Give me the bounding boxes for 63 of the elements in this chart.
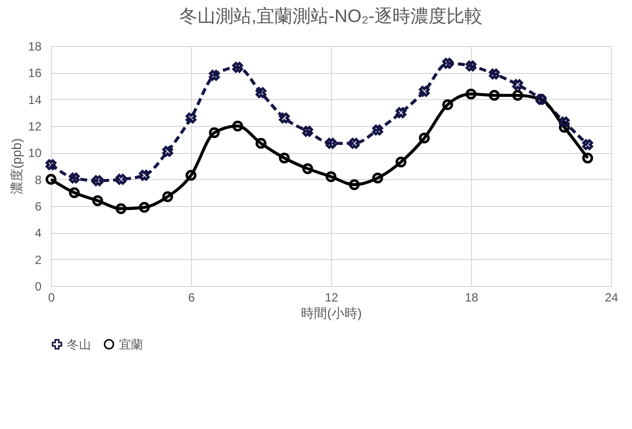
point bbox=[558, 116, 570, 128]
point bbox=[232, 62, 244, 73]
point bbox=[46, 159, 56, 170]
point bbox=[208, 127, 220, 138]
point bbox=[278, 152, 290, 164]
y-tick-label: 12 bbox=[28, 120, 42, 134]
point bbox=[302, 163, 314, 174]
x-tick-label: 24 bbox=[604, 290, 618, 304]
point bbox=[138, 170, 150, 181]
point bbox=[372, 124, 384, 136]
point bbox=[442, 58, 454, 69]
x-tick-label: 12 bbox=[324, 290, 338, 304]
y-tick-label: 16 bbox=[28, 66, 42, 80]
chart-title: 冬山測站,宜蘭測站-NO₂-逐時濃度比較 bbox=[180, 6, 482, 26]
point bbox=[442, 99, 454, 110]
point bbox=[418, 132, 430, 144]
legend-label: 宜蘭 bbox=[119, 337, 143, 352]
point bbox=[326, 138, 336, 149]
y-tick-label: 0 bbox=[34, 280, 42, 294]
point bbox=[208, 70, 220, 81]
x-tick-label: 18 bbox=[464, 290, 478, 304]
legend-label: 冬山 bbox=[67, 337, 91, 352]
point bbox=[348, 138, 360, 149]
point bbox=[488, 90, 500, 101]
y-tick-label: 10 bbox=[28, 146, 42, 160]
point bbox=[582, 139, 594, 150]
point bbox=[512, 79, 524, 90]
point bbox=[68, 187, 80, 198]
point bbox=[116, 174, 126, 185]
y-tick-label: 2 bbox=[34, 252, 42, 267]
y-tick-label: 6 bbox=[34, 200, 42, 214]
point bbox=[162, 146, 174, 157]
point bbox=[512, 90, 524, 101]
point bbox=[396, 156, 406, 168]
y-tick-label: 4 bbox=[34, 226, 42, 240]
point bbox=[92, 195, 104, 206]
point bbox=[488, 68, 500, 80]
y-tick-label: 18 bbox=[28, 40, 42, 54]
y-axis-title: 濃度(ppb) bbox=[9, 138, 24, 195]
point bbox=[466, 88, 476, 100]
point bbox=[396, 107, 406, 118]
point bbox=[116, 203, 126, 214]
point bbox=[138, 202, 150, 213]
y-tick-label: 14 bbox=[28, 92, 42, 107]
point bbox=[256, 138, 266, 149]
x-tick-label: 6 bbox=[188, 290, 196, 304]
point bbox=[278, 112, 290, 124]
point bbox=[372, 172, 384, 184]
x-tick-label: 0 bbox=[48, 290, 56, 304]
point bbox=[186, 170, 196, 181]
point bbox=[256, 87, 266, 98]
point bbox=[186, 112, 196, 124]
point bbox=[466, 60, 476, 72]
point bbox=[162, 191, 174, 202]
point bbox=[418, 86, 430, 97]
x-axis-title: 時間(小時) bbox=[301, 306, 362, 320]
point bbox=[302, 126, 314, 137]
point bbox=[232, 120, 244, 132]
point bbox=[92, 175, 104, 186]
point bbox=[326, 171, 336, 182]
point bbox=[348, 179, 360, 190]
y-tick-label: 8 bbox=[34, 172, 42, 187]
point bbox=[68, 172, 80, 184]
